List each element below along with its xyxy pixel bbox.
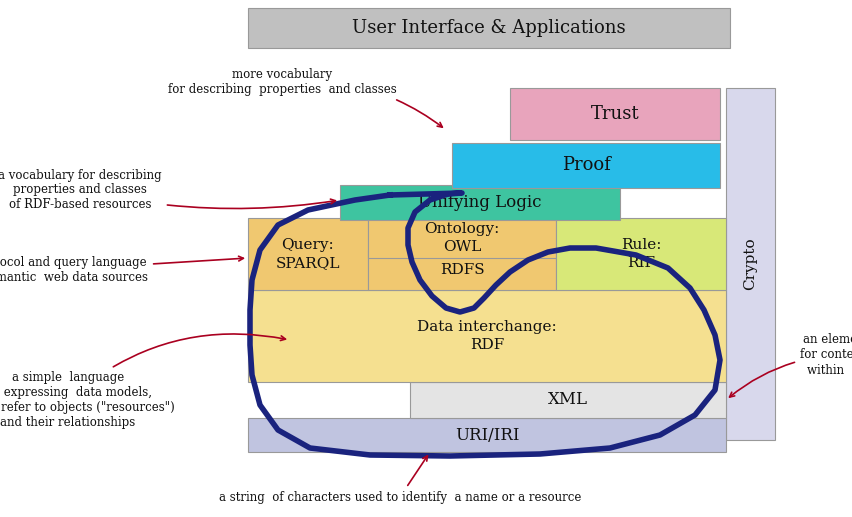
Text: Proof: Proof bbox=[561, 157, 610, 175]
FancyBboxPatch shape bbox=[248, 290, 725, 382]
Text: a string  of characters used to identify  a name or a resource: a string of characters used to identify … bbox=[219, 456, 580, 504]
FancyBboxPatch shape bbox=[509, 88, 719, 140]
Text: more vocabulary
for describing  properties  and classes: more vocabulary for describing propertie… bbox=[168, 68, 442, 127]
Text: XML: XML bbox=[547, 391, 587, 408]
FancyBboxPatch shape bbox=[367, 218, 556, 258]
FancyBboxPatch shape bbox=[452, 143, 719, 188]
Text: a vocabulary for describing
properties and classes
of RDF-based resources: a vocabulary for describing properties a… bbox=[0, 169, 335, 211]
Text: a simple  language
for expressing  data models,
which refer to objects ("resourc: a simple language for expressing data mo… bbox=[0, 334, 285, 429]
Text: Ontology:
OWL: Ontology: OWL bbox=[423, 222, 499, 254]
Text: User Interface & Applications: User Interface & Applications bbox=[352, 19, 625, 37]
FancyBboxPatch shape bbox=[410, 382, 725, 418]
FancyBboxPatch shape bbox=[248, 8, 729, 48]
Text: an elemental syntax
for content structure
within  documents: an elemental syntax for content structur… bbox=[728, 333, 852, 397]
Text: URI/IRI: URI/IRI bbox=[454, 427, 519, 444]
Text: Trust: Trust bbox=[590, 105, 638, 123]
Text: Data interchange:
RDF: Data interchange: RDF bbox=[417, 320, 556, 352]
FancyBboxPatch shape bbox=[248, 218, 367, 290]
FancyBboxPatch shape bbox=[248, 418, 725, 452]
FancyBboxPatch shape bbox=[725, 88, 774, 440]
Text: Query:
SPARQL: Query: SPARQL bbox=[275, 238, 340, 270]
Text: Unifying Logic: Unifying Logic bbox=[417, 194, 541, 211]
Text: a protocol and query language
for semantic  web data sources: a protocol and query language for semant… bbox=[0, 256, 243, 284]
FancyBboxPatch shape bbox=[340, 185, 619, 220]
Text: Rule:
RIF: Rule: RIF bbox=[620, 238, 660, 270]
FancyBboxPatch shape bbox=[556, 218, 725, 290]
Text: Crypto: Crypto bbox=[743, 238, 757, 291]
FancyBboxPatch shape bbox=[367, 250, 556, 290]
Text: RDFS: RDFS bbox=[439, 263, 484, 277]
